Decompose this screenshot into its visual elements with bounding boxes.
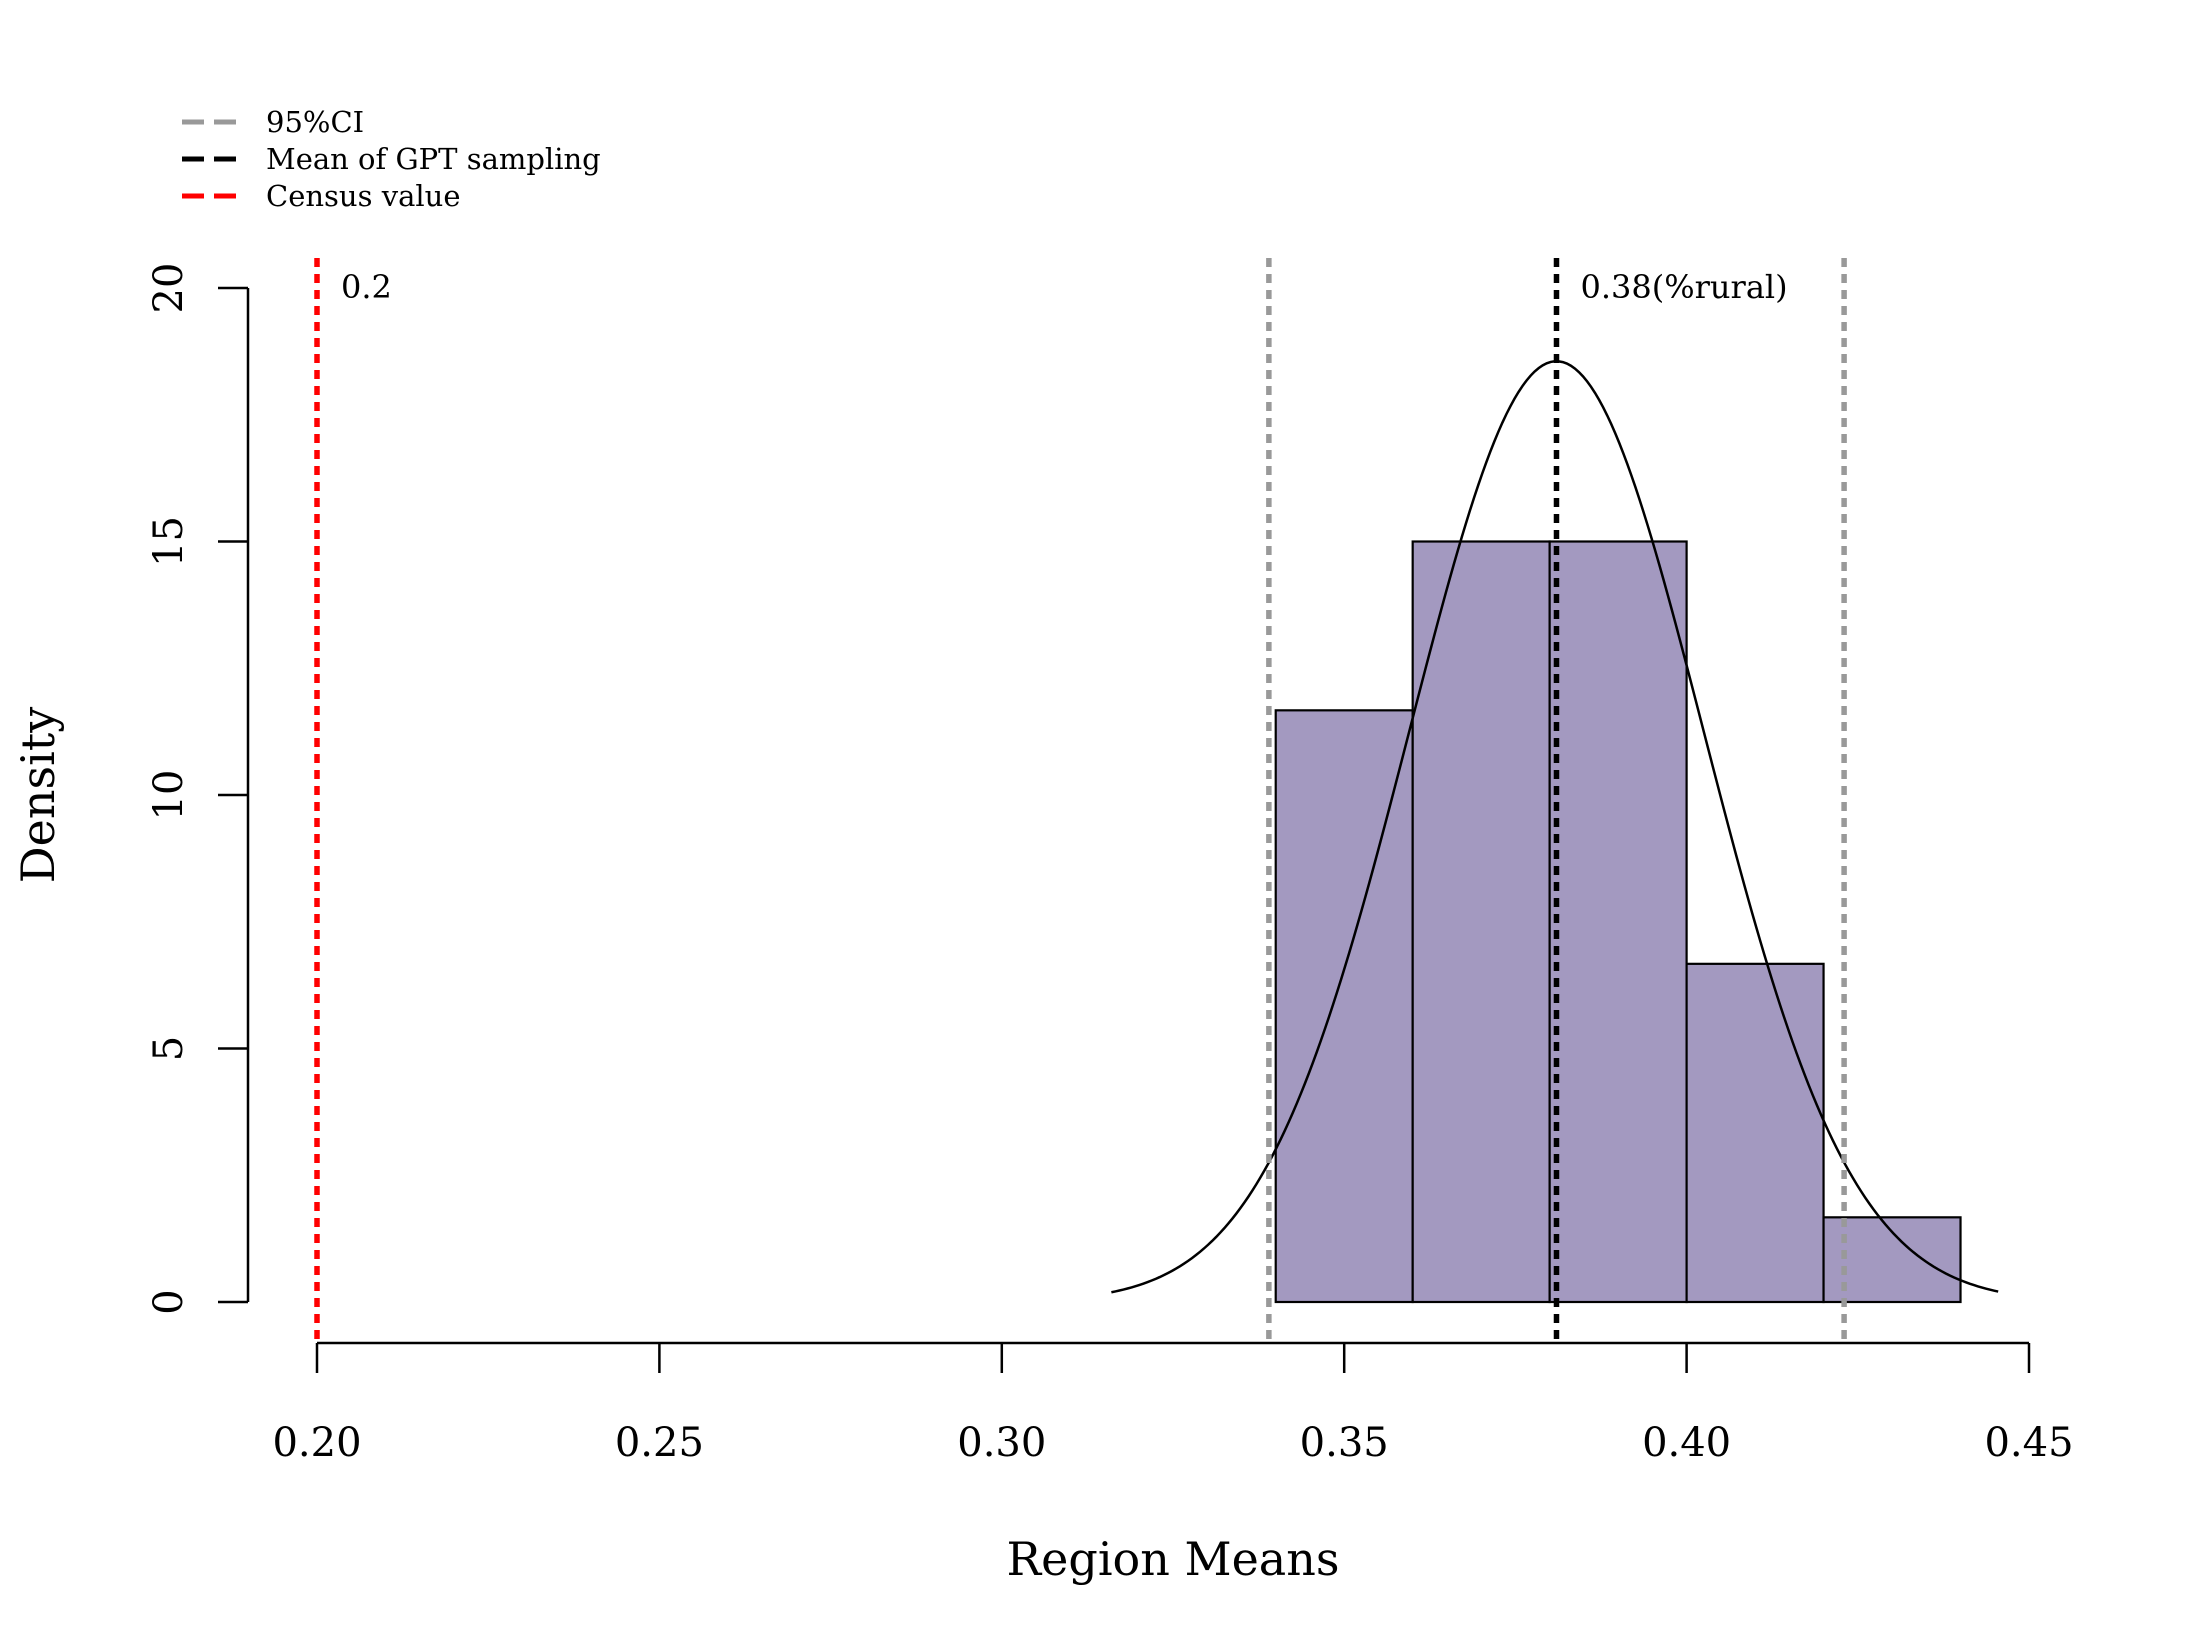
y-tick-label: 15 [146, 516, 192, 567]
legend-entry: Census value [182, 179, 460, 213]
y-axis-title: Density [11, 707, 65, 884]
legend-entry: 95%CI [182, 105, 364, 139]
y-tick-label: 0 [146, 1289, 192, 1314]
x-tick-label: 0.40 [1642, 1420, 1731, 1466]
legend-label: Census value [266, 179, 460, 213]
labels-layer: 0.20 0.25 0.30 0.35 0.40 0.45 0 5 10 15 20 Region M… [11, 263, 2074, 1586]
axes-layer [218, 286, 2031, 1373]
x-axis-title: Region Means [1007, 1532, 1340, 1586]
y-tick-label: 5 [146, 1036, 192, 1061]
census-annotation: 0.2 [341, 268, 392, 306]
bars-layer [1274, 540, 1962, 1304]
x-tick-label: 0.35 [1300, 1420, 1389, 1466]
x-tick-label: 0.30 [957, 1420, 1046, 1466]
histogram-bar-2 [1411, 540, 1551, 1304]
x-tick-label: 0.20 [272, 1420, 361, 1466]
legend-label: 95%CI [266, 105, 364, 139]
gpt-mean-annotation: 0.38(%rural) [1580, 268, 1787, 306]
legend-label: Mean of GPT sampling [266, 142, 601, 176]
y-tick-label: 10 [146, 770, 192, 821]
lines-layer [314, 258, 1847, 1343]
x-tick-label: 0.25 [615, 1420, 704, 1466]
x-tick-label: 0.45 [1984, 1420, 2073, 1466]
legend-entry: Mean of GPT sampling [182, 142, 601, 176]
y-tick-label: 20 [146, 263, 192, 314]
histogram-bar-3 [1548, 540, 1688, 1304]
histogram-bar-4 [1685, 962, 1825, 1304]
